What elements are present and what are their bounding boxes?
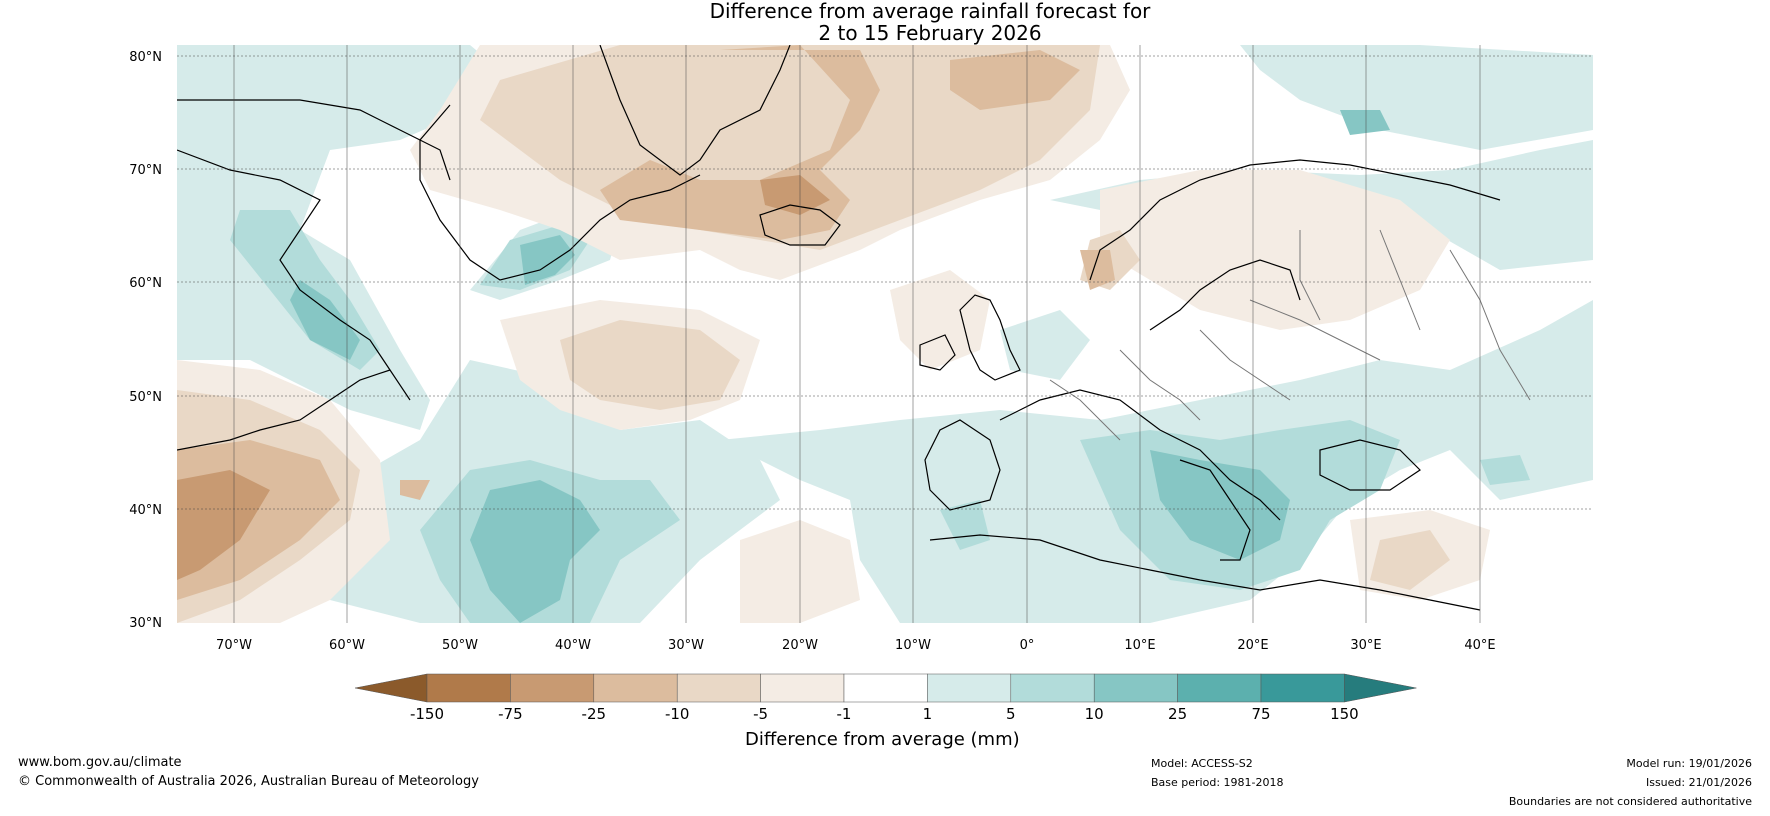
graticule: [177, 45, 1593, 623]
colorbar-label: Difference from average (mm): [745, 729, 1020, 750]
lon-label: 70°W: [216, 638, 252, 653]
lon-label: 30°E: [1350, 638, 1381, 653]
colorbar-segment: [1093, 673, 1178, 703]
colorbar-tick-label: -1: [837, 705, 852, 723]
colorbar-tick-label: 25: [1168, 705, 1187, 723]
colorbar-tick-label: -150: [410, 705, 444, 723]
colorbar-segment: [1260, 673, 1345, 703]
copyright-text: © Commonwealth of Australia 2026, Austra…: [18, 774, 479, 789]
longitude-labels: 70°W 60°W 50°W 40°W 30°W 20°W 10°W 0° 10…: [216, 638, 1496, 653]
anomaly-minus-25-to-75mm-dry: [177, 175, 830, 580]
lon-label: 20°E: [1237, 638, 1268, 653]
colorbar-extend-low: [354, 673, 428, 703]
lon-label: 30°W: [668, 638, 704, 653]
title-line-2: 2 to 15 February 2026: [818, 21, 1042, 45]
lon-label: 0°: [1020, 638, 1035, 653]
lon-label: 40°E: [1464, 638, 1495, 653]
lat-label: 80°N: [129, 50, 162, 65]
lat-label: 50°N: [129, 390, 162, 405]
lon-label: 40°W: [555, 638, 591, 653]
colorbar-tick-label: -5: [753, 705, 768, 723]
colorbar-tick-label: 10: [1085, 705, 1104, 723]
latitude-labels: 80°N 70°N 60°N 50°N 40°N 30°N: [129, 50, 162, 631]
disclaimer-text: Boundaries are not considered authoritat…: [1508, 795, 1752, 808]
colorbar-segment: [1177, 673, 1262, 703]
colorbar-tick-label: -25: [582, 705, 607, 723]
lon-label: 10°E: [1124, 638, 1155, 653]
colorbar-tick-label: 150: [1330, 705, 1359, 723]
lon-label: 50°W: [442, 638, 478, 653]
lon-label: 60°W: [329, 638, 365, 653]
lon-label: 20°W: [782, 638, 818, 653]
colorbar-segment: [676, 673, 761, 703]
colorbar-segment: [593, 673, 678, 703]
lat-label: 70°N: [129, 163, 162, 178]
colorbar: -150 -75 -25 -10 -5 -1 1 5 10 25 75 150: [354, 673, 1417, 723]
colorbar-tick-label: -75: [498, 705, 523, 723]
map-title: Difference from average rainfall forecas…: [0, 0, 1770, 44]
coastlines: [177, 45, 1501, 611]
rainfall-anomaly-field: [177, 45, 1593, 623]
lat-label: 30°N: [129, 616, 162, 631]
website-link[interactable]: www.bom.gov.au/climate: [18, 755, 182, 770]
base-period-text: Base period: 1981-2018: [1151, 776, 1284, 789]
colorbar-tick-label: 5: [1006, 705, 1016, 723]
model-run-text: Model run: 19/01/2026: [1626, 757, 1752, 770]
colorbar-extend-high: [1344, 673, 1417, 703]
lon-label: 10°W: [895, 638, 931, 653]
title-line-1: Difference from average rainfall forecas…: [709, 0, 1151, 23]
colorbar-segment: [927, 673, 1012, 703]
model-text: Model: ACCESS-S2: [1151, 757, 1253, 770]
colorbar-tick-label: 1: [923, 705, 933, 723]
anomaly-10-to-25mm-wet: [290, 110, 1390, 623]
colorbar-segment: [760, 673, 845, 703]
country-borders: [1049, 229, 1531, 441]
colorbar-tick-label: -10: [665, 705, 690, 723]
lat-label: 60°N: [129, 276, 162, 291]
colorbar-segment: [510, 673, 595, 703]
colorbar-segment: [843, 673, 928, 703]
issued-text: Issued: 21/01/2026: [1645, 776, 1752, 789]
colorbar-tick-label: 75: [1251, 705, 1270, 723]
colorbar-segment: [1010, 673, 1095, 703]
lat-label: 40°N: [129, 503, 162, 518]
colorbar-segment: [426, 673, 511, 703]
